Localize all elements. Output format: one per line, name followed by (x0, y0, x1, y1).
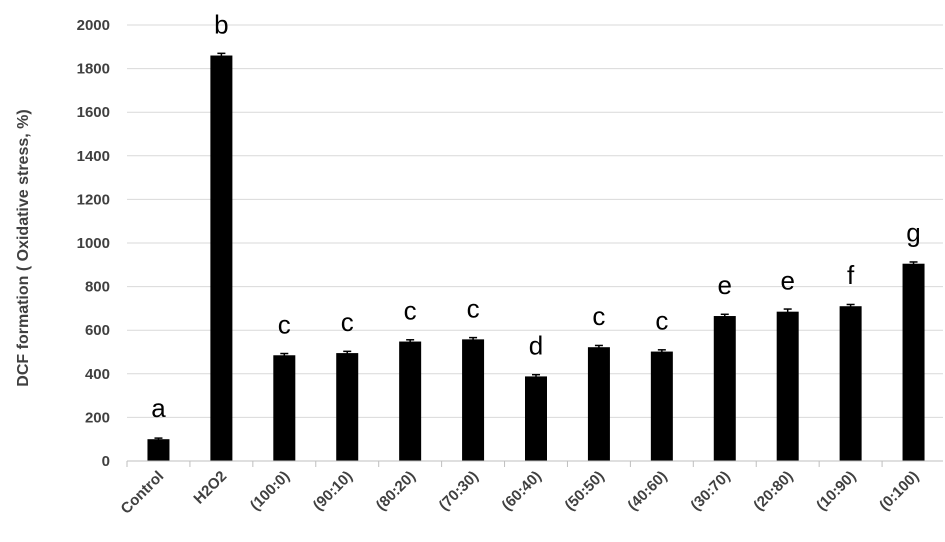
bar-10 (776, 311, 799, 461)
bar-4 (399, 341, 422, 461)
x-tick-labels: Control H2O2 (100:0) (90:10) (80:20) (70:30) (… (118, 461, 922, 518)
x-tick-label: (30:70) (687, 468, 733, 514)
significance-letter: f (847, 260, 855, 290)
y-axis-title: DCF formation ( Oxidative stress, %) (15, 109, 32, 386)
bar-2 (273, 355, 296, 461)
y-tick-label: 400 (85, 366, 110, 383)
y-tick-label: 1000 (77, 235, 110, 252)
y-tick-label: 0 (102, 453, 110, 470)
x-tick-label: (60:40) (499, 468, 545, 514)
gridlines (127, 24, 943, 418)
x-tick-label: (40:60) (624, 468, 670, 514)
significance-letter: d (529, 330, 543, 360)
x-tick-label: (50:50) (562, 468, 608, 514)
significance-letter: c (592, 301, 605, 331)
significance-letter: e (718, 270, 732, 300)
y-tick-label: 800 (85, 279, 110, 296)
y-tick-labels: 0 200 400 600 800 1000 1200 1400 1600 1800 2000 (77, 17, 110, 470)
significance-letter: a (151, 393, 166, 423)
significance-letter: c (404, 296, 417, 326)
y-tick-label: 200 (85, 409, 110, 426)
y-tick-label: 1200 (77, 191, 110, 208)
x-tick-label: (0:100) (876, 468, 922, 514)
x-tick-label: (10:90) (813, 468, 859, 514)
bar-11 (839, 306, 862, 461)
significance-letter: b (214, 10, 228, 40)
y-tick-label: 2000 (77, 17, 110, 34)
y-tick-label: 1600 (77, 104, 110, 121)
y-tick-label: 1800 (77, 61, 110, 78)
x-tick-label: (70:30) (436, 468, 482, 514)
significance-letters: a b c c c c d c c e e f g (151, 10, 921, 424)
significance-letter: g (906, 218, 920, 248)
bar-12 (902, 263, 925, 461)
x-tick-label: Control (118, 468, 168, 518)
significance-letter: c (341, 307, 354, 337)
bar-0 (147, 439, 170, 461)
bars (147, 55, 925, 462)
bar-8 (650, 351, 673, 461)
significance-letter: c (467, 293, 480, 323)
x-tick-label: (100:0) (247, 468, 293, 514)
significance-letter: c (278, 309, 291, 339)
x-tick-label: (80:20) (373, 468, 419, 514)
bar-6 (525, 376, 547, 461)
x-tick-label: (20:80) (750, 468, 796, 514)
y-tick-label: 1400 (77, 148, 110, 165)
error-bars (154, 52, 918, 441)
significance-letter: c (655, 306, 668, 336)
significance-letter: e (780, 266, 794, 296)
bar-9 (713, 316, 736, 461)
bar-1 (210, 55, 233, 462)
bar-5 (462, 339, 485, 461)
x-tick-label: (90:10) (310, 468, 356, 514)
bar-7 (587, 347, 610, 461)
y-tick-label: 600 (85, 322, 110, 339)
x-tick-label: H2O2 (190, 468, 230, 508)
bar-3 (336, 353, 359, 461)
